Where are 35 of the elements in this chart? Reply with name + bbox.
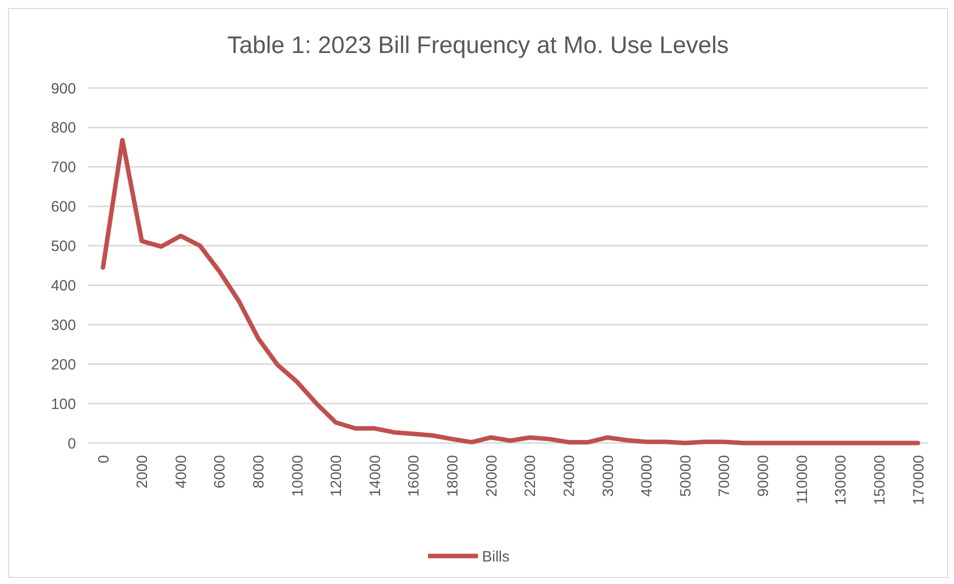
x-tick-label: 4000 [172, 455, 190, 488]
x-tick-label: 30000 [600, 455, 617, 497]
x-tick-label: 16000 [406, 455, 423, 497]
x-tick-label: 90000 [755, 455, 772, 497]
y-tick-label: 400 [50, 277, 76, 294]
x-tick-label: 70000 [716, 455, 734, 497]
x-tick-label: 40000 [638, 455, 656, 497]
y-tick-label: 700 [50, 159, 76, 176]
x-tick-label: 14000 [366, 455, 384, 497]
y-tick-label: 200 [50, 356, 76, 374]
y-tick-label: 900 [50, 80, 76, 98]
x-tick-label: 50000 [677, 455, 694, 497]
x-tick-label: 22000 [522, 455, 540, 497]
x-tick-label: 150000 [871, 455, 888, 506]
y-tick-label: 800 [50, 120, 76, 137]
x-tick-label: 24000 [560, 455, 578, 497]
x-tick-label: 6000 [212, 455, 229, 488]
x-tick-label: 110000 [794, 455, 811, 504]
chart-title: Table 1: 2023 Bill Frequency at Mo. Use Levels [227, 32, 729, 59]
legend-label: Bills [482, 548, 510, 566]
line-series [100, 138, 920, 446]
x-tick-label: 18000 [444, 455, 462, 497]
x-tick-label: 170000 [910, 455, 928, 506]
x-tick-label: 0 [95, 455, 112, 464]
x-tick-label: 2000 [134, 455, 152, 488]
x-tick-label: 10000 [289, 455, 306, 497]
y-tick-label: 500 [50, 238, 76, 256]
x-tick-label: 130000 [832, 455, 850, 506]
x-tick-label: 20000 [483, 455, 500, 497]
y-tick-label: 0 [68, 435, 76, 452]
y-tick-label: 600 [50, 198, 76, 216]
x-tick-label: 12000 [328, 455, 346, 497]
x-tick-label: 8000 [250, 455, 268, 488]
y-tick-label: 100 [50, 396, 76, 413]
y-tick-label: 300 [50, 316, 76, 334]
